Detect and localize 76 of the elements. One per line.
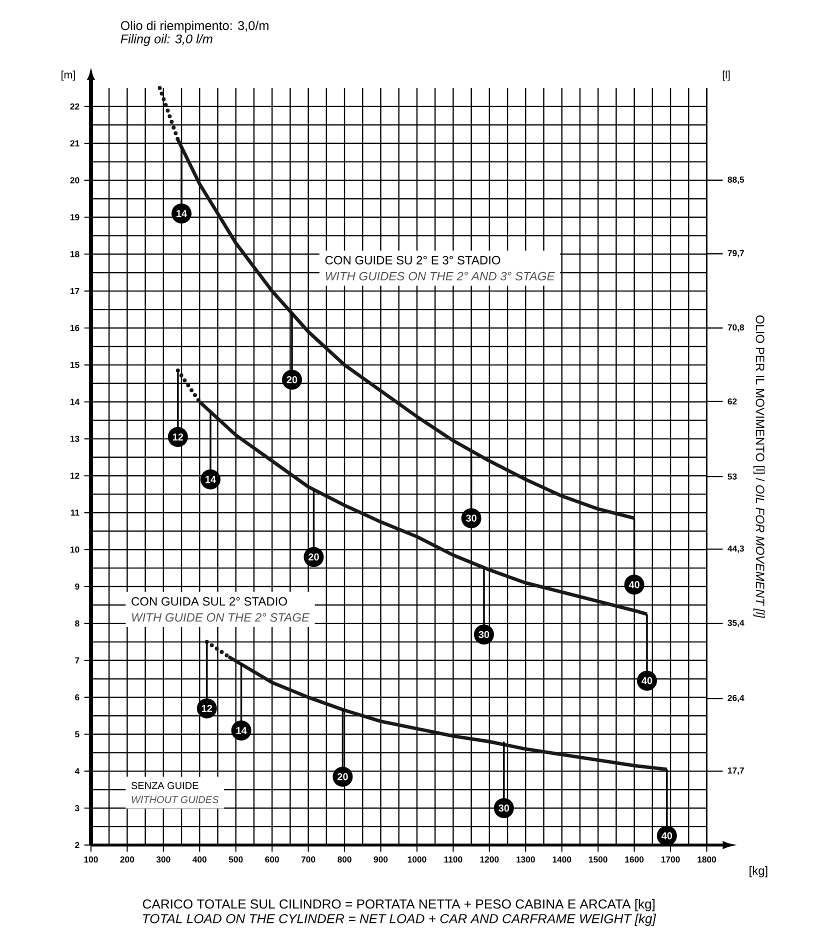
annotation: SENZA GUIDE [132, 782, 198, 790]
y2-tick-label: 26,4 [728, 694, 744, 702]
chart-title: Olio di riempimento: 3,0/m [121, 20, 269, 33]
y-tick-label: 18 [70, 251, 80, 258]
y2-tick-label: 53 [728, 473, 737, 480]
text: [l] [723, 70, 730, 81]
x-tick-label: 1200 [480, 856, 499, 863]
text: [kg] [750, 866, 768, 878]
y-tick-label: 21 [70, 140, 80, 146]
y-tick-label: 19 [70, 214, 80, 220]
annotation: 30 [478, 630, 490, 638]
x-tick-label: 1100 [444, 856, 462, 863]
y2-tick-label: 88,5 [728, 176, 744, 184]
x-tick-label: 1800 [698, 856, 716, 863]
text: TOTAL LOAD ON THE CYLINDER = NET LOAD + CAR AND CARFRAME WEIGHT [kg] [143, 914, 656, 926]
x-tick-label: 300 [156, 856, 170, 863]
x-tick-label: 500 [229, 856, 243, 863]
y-tick-label: 8 [75, 620, 80, 627]
annotation: 40 [629, 581, 640, 588]
x-axis-title: CARICO TOTALE SUL CILINDRO = PORTATA NETTA + PESO CABINA E ARCATA [kg] [143, 899, 655, 912]
y2-axis-title: OLIO PER IL MOVIMENTO [l] / OIL FOR MOVEMENT [l] [754, 315, 765, 618]
x-tick-label: 1600 [625, 856, 644, 863]
annotation: WITH GUIDE ON THE 2° STAGE [132, 613, 310, 622]
annotation: WITHOUT GUIDES [132, 796, 219, 804]
x-tick-label: 1000 [408, 856, 426, 863]
x-tick-label: 1300 [516, 856, 536, 863]
x-tick-label: 900 [374, 856, 388, 863]
y2-tick-label: 62 [728, 398, 737, 405]
y-tick-label: 16 [70, 324, 80, 332]
y-tick-label: 22 [70, 103, 80, 110]
x-tick-label: 600 [265, 856, 280, 863]
y2-tick-label: 35,4 [728, 620, 744, 628]
y-tick-label: 20 [70, 177, 80, 184]
annotation: 30 [466, 514, 477, 522]
y2-tick-label: 44,3 [728, 545, 744, 553]
y-tick-label: 11 [71, 510, 80, 516]
y-tick-label: 13 [70, 436, 80, 442]
y2-tick-label: 17,7 [728, 768, 744, 775]
annotation: CON GUIDE SU 2° E 3° STADIO [326, 256, 500, 264]
annotation: WITH GUIDES ON THE 2° AND 3° STAGE [326, 272, 556, 280]
x-tick-label: 400 [192, 856, 207, 863]
annotation: 12 [202, 704, 212, 712]
x-tick-label: 700 [302, 856, 316, 863]
y-tick-label: 12 [70, 472, 80, 479]
annotation: CON GUIDA SUL 2° STADIO [132, 597, 288, 606]
x-tick-label: 1500 [589, 856, 608, 863]
annotation: 30 [498, 804, 510, 812]
y2-tick-label: 79,7 [728, 250, 744, 258]
annotation: 40 [642, 677, 652, 684]
annotation: 20 [308, 553, 320, 561]
y2-tick-label: 70,8 [728, 324, 744, 332]
x-tick-label: 800 [338, 856, 352, 863]
annotation: 20 [338, 773, 348, 780]
y-tick-label: 6 [75, 694, 80, 700]
annotation: 14 [236, 727, 247, 734]
y-axis-title: [m] [62, 70, 75, 81]
y-tick-label: 5 [75, 731, 80, 738]
y-tick-label: 14 [70, 398, 80, 405]
y-tick-label: 7 [75, 657, 80, 664]
y-tick-label: 9 [75, 583, 80, 590]
y-tick-label: 2 [75, 842, 80, 848]
x-tick-label: 1400 [552, 856, 572, 863]
annotation: 12 [173, 433, 184, 440]
y-tick-label: 4 [75, 768, 80, 774]
x-tick-label: 200 [120, 856, 134, 863]
x-tick-label: 1700 [662, 856, 680, 863]
annotation: 40 [662, 832, 672, 840]
y-tick-label: 17 [70, 288, 80, 294]
y-tick-label: 3 [75, 805, 80, 812]
annotation: 20 [286, 376, 298, 384]
chart-subtitle: Filing oil: 3,0 l/m [120, 34, 212, 46]
annotation: 14 [206, 476, 216, 483]
y-tick-label: 15 [70, 362, 80, 368]
y-tick-label: 10 [70, 546, 80, 553]
annotation: 14 [176, 210, 188, 217]
x-tick-label: 100 [84, 856, 98, 863]
